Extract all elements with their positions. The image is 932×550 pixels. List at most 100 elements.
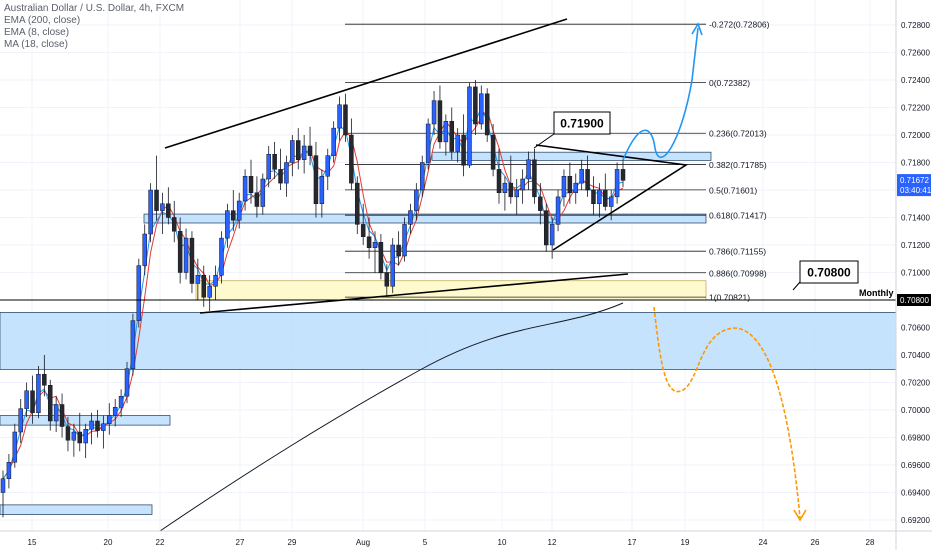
bearish-arrow-head <box>793 509 807 522</box>
candle-body <box>154 189 159 211</box>
candle-body <box>490 134 496 170</box>
candle-body <box>473 86 478 125</box>
x-tick-label: 12 <box>548 538 557 547</box>
candle-body <box>272 154 277 170</box>
candle-body <box>532 159 537 198</box>
candle-body <box>213 275 218 287</box>
fib-label: 0.618(0.71417) <box>709 211 767 221</box>
candle-body <box>254 192 260 207</box>
bullish-arrow <box>622 27 699 161</box>
candle-body <box>290 140 295 163</box>
countdown-label: 03:40:41 <box>900 186 932 195</box>
candle-body <box>284 162 289 184</box>
blue-zone <box>143 213 707 224</box>
x-tick-label: 10 <box>498 538 507 547</box>
bullish-arrow-head <box>691 22 703 36</box>
candle-body <box>514 189 519 198</box>
candle-body <box>236 200 242 221</box>
callout-lower-box <box>799 260 859 284</box>
candle-body <box>12 431 18 463</box>
candle-body <box>496 169 502 193</box>
candle-body <box>101 423 106 431</box>
candle-body <box>77 431 83 444</box>
y-tick-label: 0.69800 <box>901 434 930 443</box>
candle-body <box>6 462 12 479</box>
candle-body <box>502 182 508 193</box>
drawings: 0.71900 0.70800 Monthly <box>0 18 896 522</box>
y-tick-label: 0.69200 <box>901 516 930 525</box>
candle-body <box>414 189 419 211</box>
candle-body <box>266 154 271 180</box>
candle-body <box>30 390 35 413</box>
candle-body <box>437 100 443 143</box>
y-tick-label: 0.71800 <box>901 159 930 168</box>
candle-body <box>555 196 561 225</box>
candle-body <box>561 176 567 198</box>
x-tick-label: 17 <box>628 538 637 547</box>
x-tick-label: 27 <box>236 538 245 547</box>
x-tick-label: 5 <box>423 538 428 547</box>
candle-body <box>142 233 147 266</box>
zones <box>0 151 897 515</box>
y-tick-label: 0.71200 <box>901 241 930 250</box>
candle-body <box>313 155 319 204</box>
candle-body <box>171 217 177 232</box>
y-tick-label: 0.72600 <box>901 49 930 58</box>
y-tick-label: 0.71000 <box>901 269 930 278</box>
blue-zone <box>0 415 171 426</box>
candle-body <box>201 275 207 298</box>
bearish-arrow <box>653 306 801 519</box>
candle-body <box>118 396 124 408</box>
y-tick-label: 0.72000 <box>901 131 930 140</box>
candle-body <box>59 404 65 427</box>
x-tick-label: 29 <box>288 538 297 547</box>
x-tick-label: 26 <box>811 538 820 547</box>
blue-zone <box>431 151 712 161</box>
y-tick-label: 0.72800 <box>901 21 930 30</box>
candle-body <box>402 224 407 257</box>
candle-body <box>47 385 53 422</box>
candle-body <box>295 140 301 160</box>
candle-body <box>585 169 590 191</box>
candle-body <box>183 237 189 273</box>
candle-body <box>390 244 395 287</box>
fib-label: 0.786(0.71155) <box>709 247 766 257</box>
candle-body <box>36 374 41 413</box>
candle-body <box>538 196 543 211</box>
moving-averages <box>2 106 624 532</box>
candle-body <box>124 368 130 397</box>
fib-label: 1(0.70821) <box>709 293 750 303</box>
x-tick-label: 19 <box>681 538 690 547</box>
callout-upper-label: 0.71900 <box>560 117 604 131</box>
candle-body <box>461 134 466 166</box>
candle-body <box>343 104 348 136</box>
fib-label: 0.5(0.71601) <box>709 185 757 195</box>
candle-body <box>53 404 59 422</box>
candle-body <box>18 408 23 433</box>
candle-body <box>579 169 584 184</box>
candle-body <box>160 203 165 211</box>
y-tick-label: 0.70400 <box>901 351 930 360</box>
candle-body <box>455 134 460 152</box>
candle-body <box>225 210 230 239</box>
blue-zone <box>0 312 897 370</box>
fib-label: -0.272(0.72806) <box>709 20 770 30</box>
candles <box>0 80 626 518</box>
candle-body <box>378 242 384 273</box>
last-price-label: 0.71672 <box>900 176 929 185</box>
candle-body <box>567 176 573 193</box>
candle-body <box>484 93 490 136</box>
symbol-title: Australian Dollar / U.S. Dollar, 4h, FXC… <box>4 3 185 14</box>
candle-body <box>614 169 620 198</box>
candle-body <box>384 272 390 287</box>
candle-body <box>112 407 118 416</box>
candle-body <box>349 134 354 184</box>
y-tick-label: 0.72400 <box>901 76 930 85</box>
candle-body <box>242 176 248 202</box>
candle-body <box>89 420 94 430</box>
grid <box>0 0 896 531</box>
candle-body <box>307 145 313 156</box>
candle-body <box>526 159 531 180</box>
